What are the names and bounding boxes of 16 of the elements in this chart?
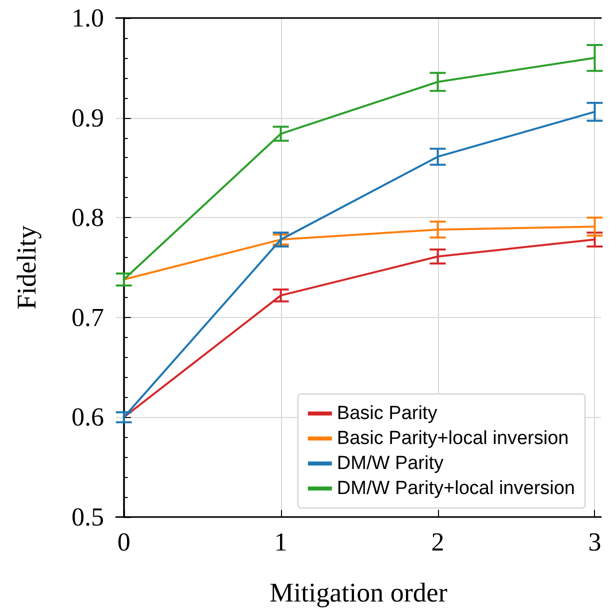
y-tick-label: 0.5 bbox=[72, 502, 104, 532]
y-tick-label: 0.7 bbox=[72, 302, 104, 332]
y-tick-label: 0.9 bbox=[72, 103, 104, 132]
y-tick-label: 0.8 bbox=[72, 203, 104, 232]
y-axis-title: Fidelity bbox=[12, 225, 42, 310]
legend-label: DM/W Parity bbox=[336, 453, 444, 474]
x-tick-label: 0 bbox=[117, 528, 130, 556]
legend-label: Basic Parity bbox=[336, 403, 438, 424]
legend-label: Basic Parity+local inversion bbox=[336, 428, 569, 449]
x-axis-title: Mitigation order bbox=[270, 578, 448, 608]
y-tick-label: 0.6 bbox=[72, 402, 104, 432]
x-tick-label: 1 bbox=[274, 528, 288, 556]
y-tick-label: 1.0 bbox=[72, 4, 104, 32]
x-tick-label: 2 bbox=[431, 528, 444, 556]
legend-label: DM/W Parity+local inversion bbox=[336, 478, 575, 499]
x-tick-label: 3 bbox=[588, 528, 602, 556]
